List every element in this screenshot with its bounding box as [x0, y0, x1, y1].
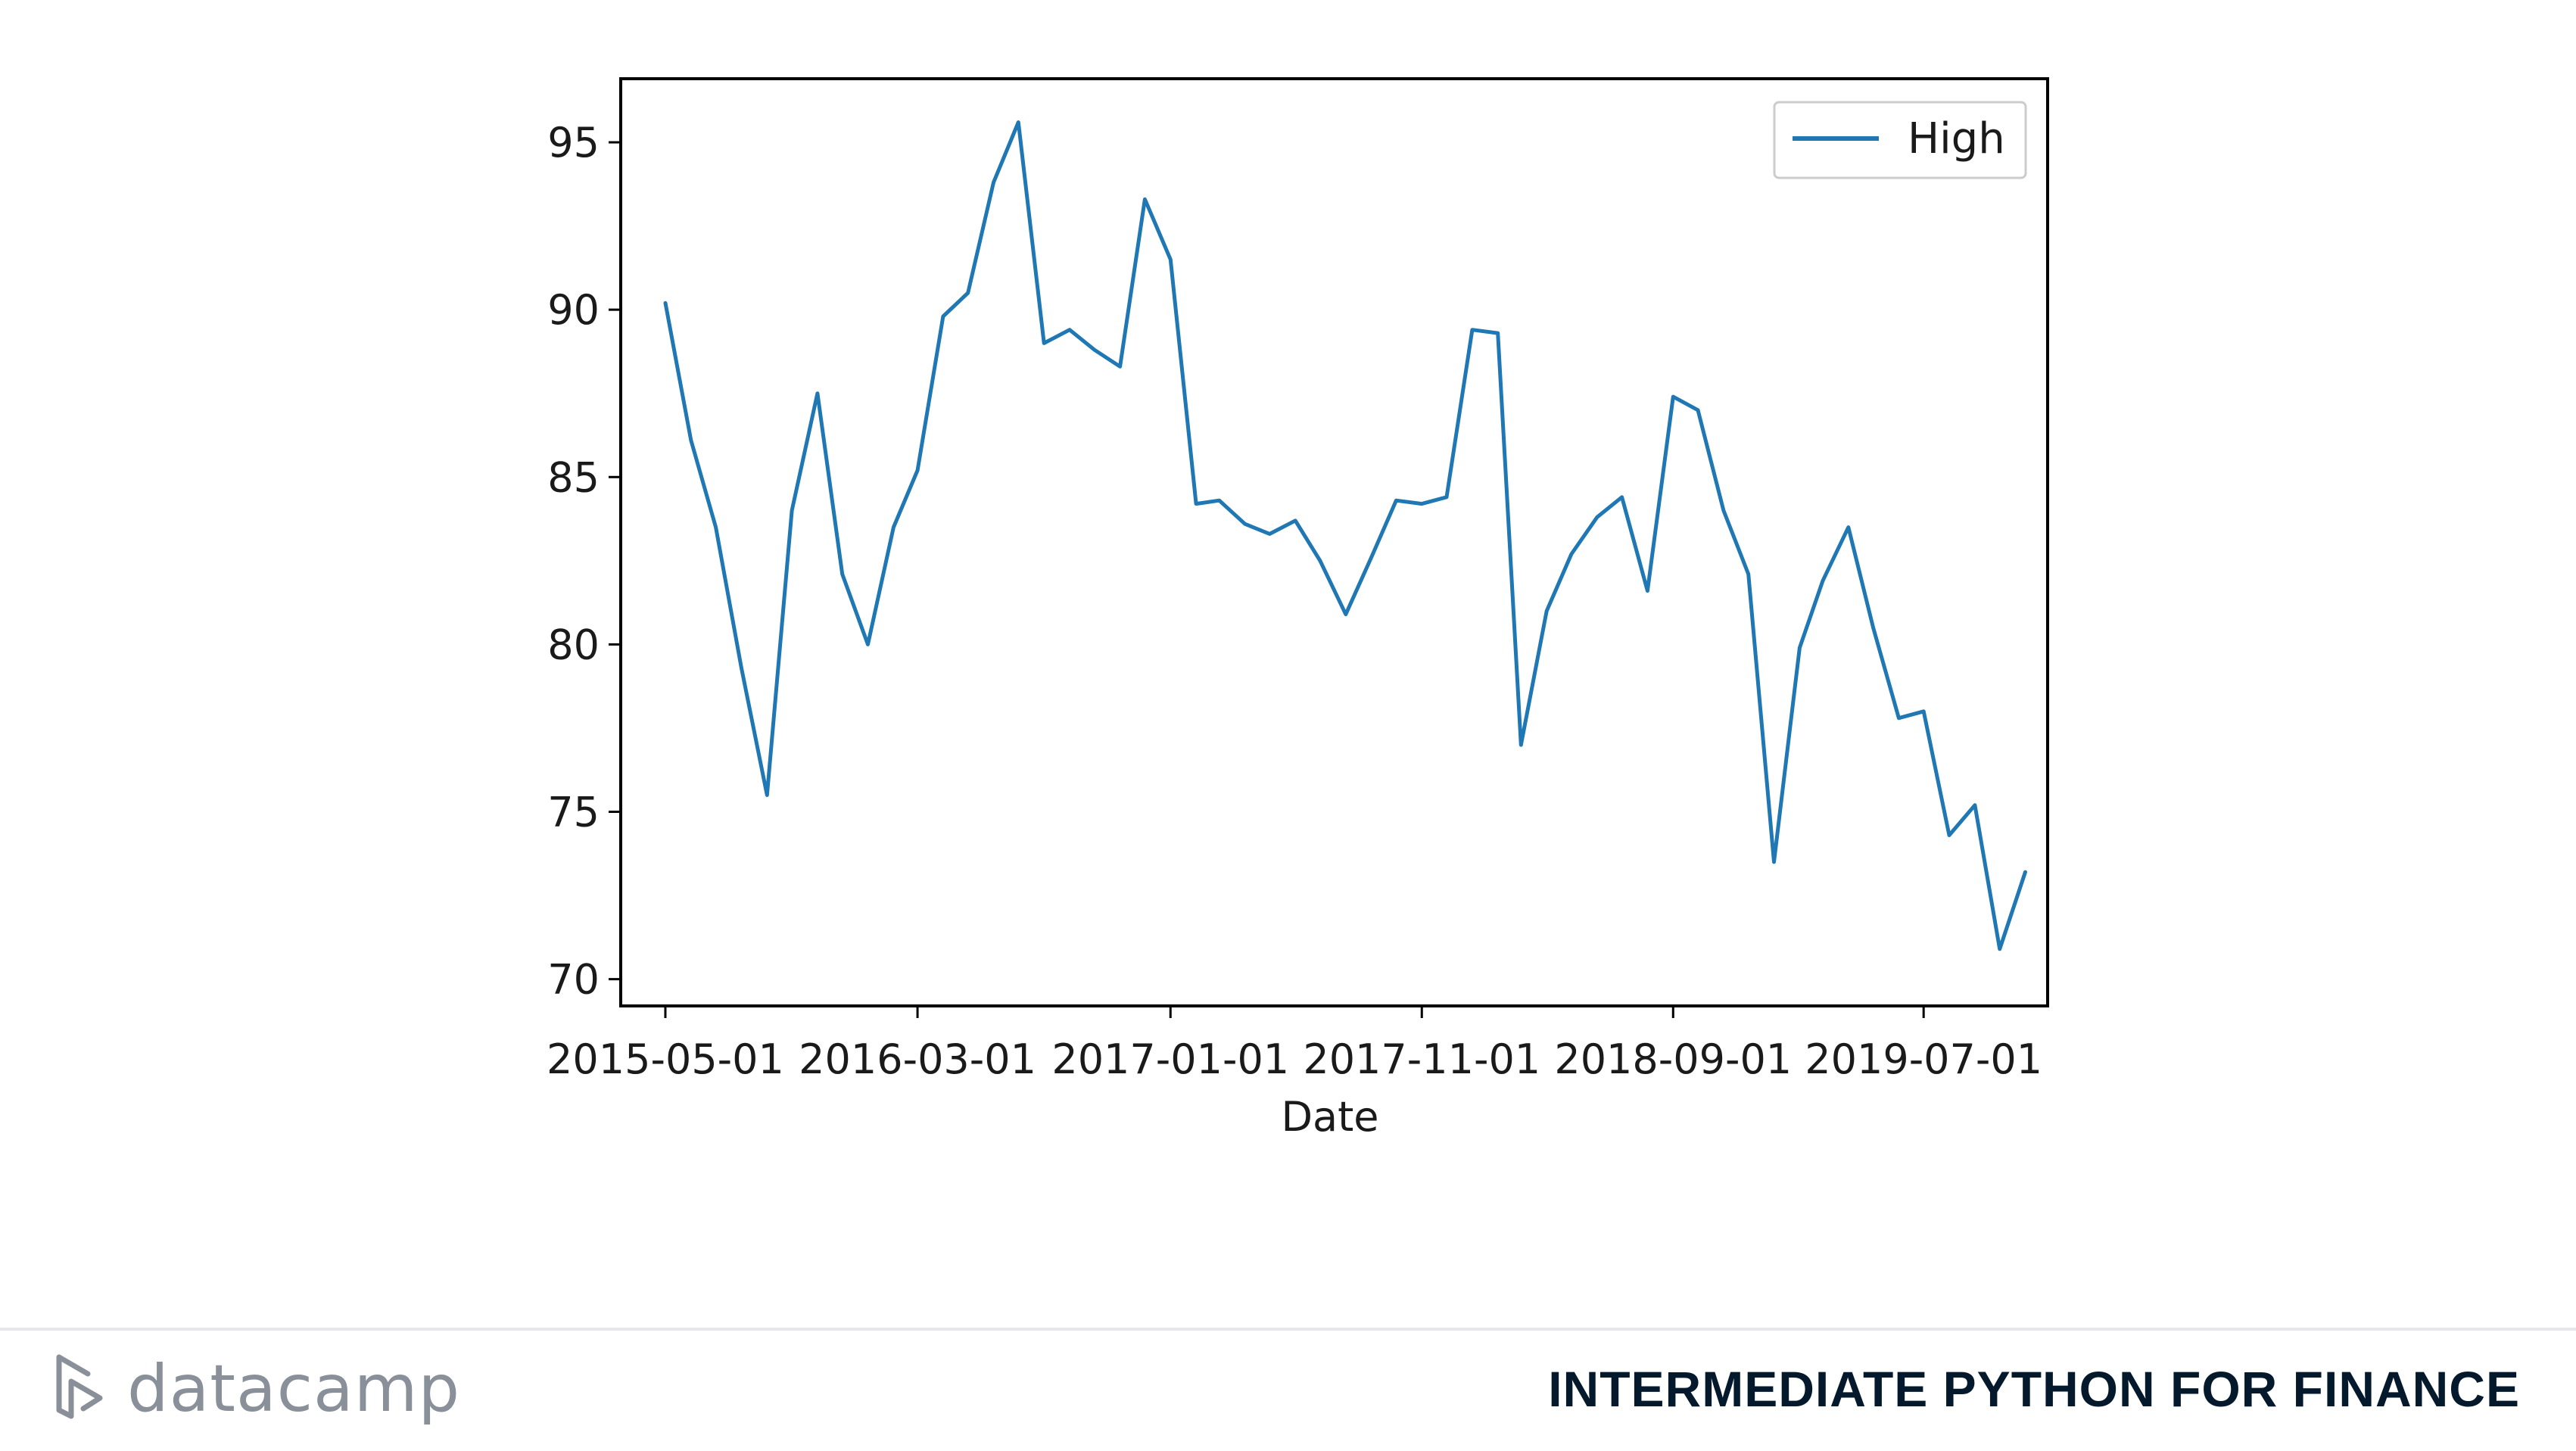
legend: High [1773, 101, 2027, 179]
brand: datacamp [53, 1347, 460, 1431]
y-tick-label: 70 [547, 956, 600, 1004]
series-layer [663, 120, 2027, 951]
datacamp-logo-icon [56, 1354, 103, 1419]
y-tick-label: 75 [547, 789, 600, 836]
x-tick-label: 2017-01-01 [1051, 1035, 1289, 1083]
series-line-high [663, 120, 2027, 951]
x-tick-label: 2019-07-01 [1805, 1035, 2042, 1083]
legend-label: High [1908, 114, 2005, 163]
y-tick-label: 95 [547, 119, 600, 167]
legend-box [1773, 101, 2027, 179]
x-tick-label: 2017-11-01 [1303, 1035, 1540, 1083]
y-tick-label: 85 [547, 453, 600, 501]
line-chart: 70 75 80 85 90 95 2015-05-01 2016-03-01 2017-01… [547, 77, 2049, 1141]
footer-divider [0, 1328, 2576, 1331]
y-tick-label: 80 [547, 621, 600, 668]
brand-name: datacamp [127, 1351, 461, 1427]
x-tick-label: 2018-09-01 [1554, 1035, 1792, 1083]
course-title: INTERMEDIATE PYTHON FOR FINANCE [1548, 1361, 2520, 1417]
y-axis: 70 75 80 85 90 95 [547, 119, 621, 1004]
x-axis-label: Date [1281, 1093, 1378, 1141]
y-tick-label: 90 [547, 286, 600, 334]
x-axis: 2015-05-01 2016-03-01 2017-01-01 2017-11-01… [547, 1006, 2042, 1083]
x-tick-label: 2016-03-01 [799, 1035, 1036, 1083]
plot-area [619, 77, 2049, 1007]
x-tick-label: 2015-05-01 [547, 1035, 784, 1083]
